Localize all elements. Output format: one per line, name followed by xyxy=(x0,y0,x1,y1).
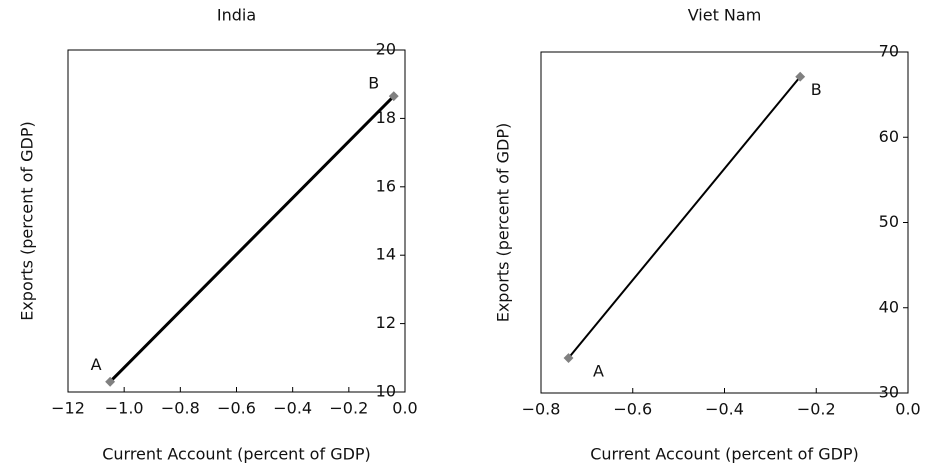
y-tick-label: 60 xyxy=(879,127,899,146)
chart-title: Viet Nam xyxy=(688,6,762,25)
y-tick-label: 10 xyxy=(376,382,396,401)
x-tick-label: −12 xyxy=(51,399,85,418)
point-marker xyxy=(795,71,806,82)
x-axis-label: Current Account (percent of GDP) xyxy=(590,445,859,464)
x-tick-label: 0.0 xyxy=(392,399,417,418)
plot-frame xyxy=(67,49,406,393)
x-tick-label: −0.2 xyxy=(797,400,836,419)
y-tick-label: 40 xyxy=(879,297,899,316)
point-label: A xyxy=(91,355,102,374)
x-tick-label: −0.6 xyxy=(613,400,652,419)
point-label: A xyxy=(593,362,604,381)
point-label: B xyxy=(368,74,379,93)
x-axis-label: Current Account (percent of GDP) xyxy=(102,445,371,464)
point-label: B xyxy=(811,80,822,99)
point-marker xyxy=(563,353,574,363)
y-tick-label: 16 xyxy=(376,176,396,195)
x-tick-label: −1.0 xyxy=(105,399,144,418)
y-tick-label: 70 xyxy=(879,42,899,61)
y-tick-label: 12 xyxy=(376,313,396,332)
x-tick-label: −0.2 xyxy=(329,399,368,418)
x-tick-label: −0.8 xyxy=(161,399,200,418)
series-line xyxy=(567,76,801,359)
y-tick-label: 14 xyxy=(376,245,396,264)
x-tick-label: −0.4 xyxy=(273,399,312,418)
chart-title: India xyxy=(217,6,256,25)
x-tick-label: −0.8 xyxy=(522,400,561,419)
y-tick-label: 20 xyxy=(376,40,396,59)
x-tick-label: 0.0 xyxy=(895,400,920,419)
y-tick-label: 50 xyxy=(879,212,899,231)
y-axis-label: Exports (percent of GDP) xyxy=(18,121,37,321)
y-axis-label: Exports (percent of GDP) xyxy=(494,123,513,323)
plot-frame xyxy=(540,51,909,394)
y-tick-label: 18 xyxy=(376,108,396,127)
x-tick-label: −0.4 xyxy=(705,400,744,419)
x-tick-label: −0.6 xyxy=(217,399,256,418)
y-tick-label: 30 xyxy=(879,383,899,402)
series-line xyxy=(109,95,395,383)
